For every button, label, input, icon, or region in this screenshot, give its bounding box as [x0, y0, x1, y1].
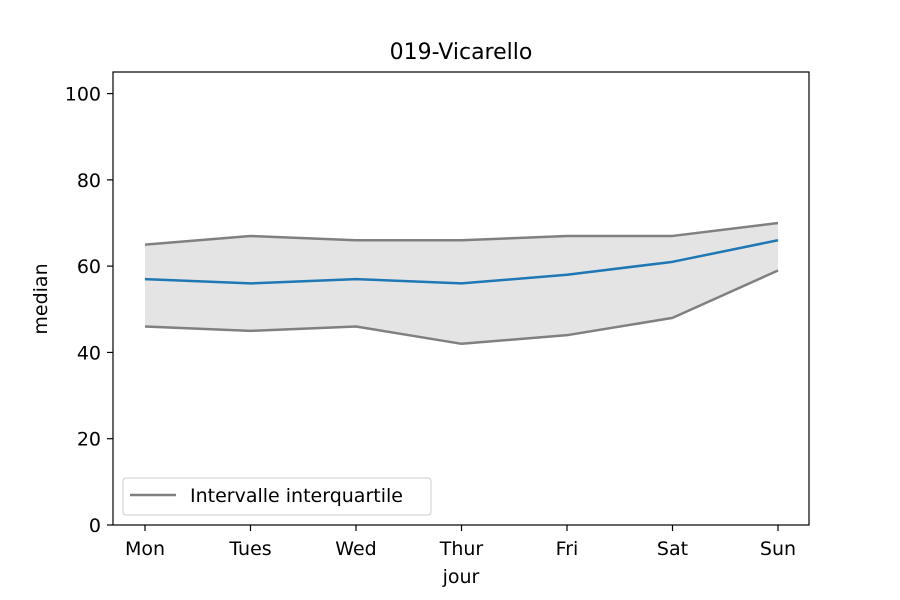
y-axis: 0 20 40 60 80 100 [65, 84, 113, 537]
q1-line [144, 269, 779, 346]
chart-title: 019-Vicarello [390, 40, 533, 65]
x-tick-label: Sun [760, 538, 796, 560]
x-tick-label: Fri [556, 538, 579, 560]
median-line [144, 239, 779, 285]
plot-area [144, 221, 779, 346]
x-tick-label: Sat [657, 538, 688, 560]
y-axis-label: median [30, 263, 52, 334]
x-axis-label: jour [442, 566, 480, 588]
y-tick-label: 80 [77, 170, 101, 192]
y-tick-label: 100 [65, 84, 101, 106]
x-tick-label: Thur [439, 538, 484, 560]
y-tick-label: 0 [89, 515, 101, 537]
x-tick-label: Wed [335, 538, 376, 560]
x-axis: Mon Tues Wed Thur Fri Sat Sun [125, 525, 796, 560]
legend: Intervalle interquartile [122, 477, 432, 516]
q3-line [144, 221, 779, 246]
legend-box [122, 477, 432, 516]
legend-label: Intervalle interquartile [190, 485, 403, 507]
y-tick-label: 40 [77, 342, 101, 364]
y-tick-label: 60 [77, 256, 101, 278]
x-tick-label: Tues [228, 538, 271, 560]
x-tick-label: Mon [125, 538, 165, 560]
y-tick-label: 20 [77, 429, 101, 451]
